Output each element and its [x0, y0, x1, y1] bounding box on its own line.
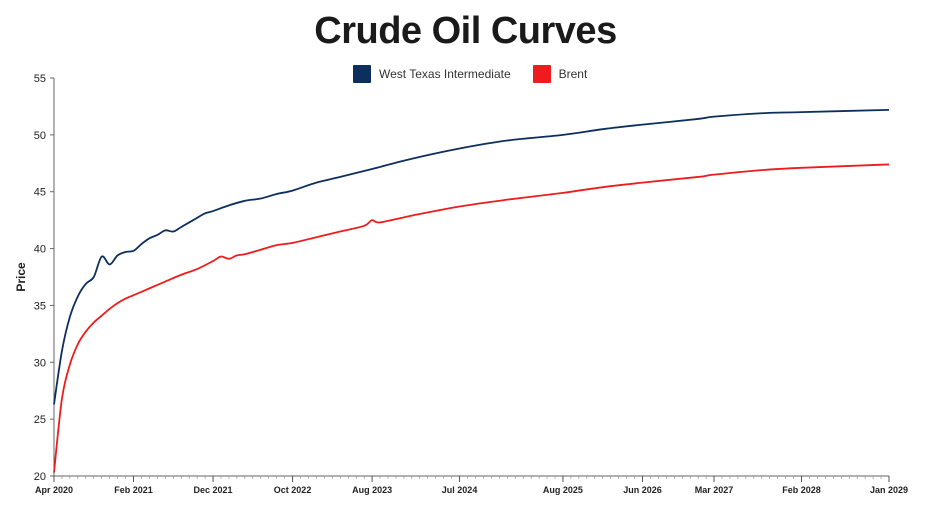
legend-swatch-brent	[532, 65, 551, 83]
x-tick-label: Jan 2029	[870, 485, 908, 495]
x-tick-label: Aug 2023	[352, 485, 392, 495]
x-tick-label: Jul 2024	[442, 485, 478, 495]
legend-label-wti: West Texas Intermediate	[379, 67, 511, 81]
y-axis-title: Price	[14, 262, 28, 292]
chart-title: Crude Oil Curves	[314, 10, 617, 52]
x-tick-label: Oct 2022	[274, 485, 312, 495]
legend-item-wti[interactable]: West Texas Intermediate	[353, 65, 511, 83]
series-line-wti	[53, 108, 890, 405]
x-tick-label: Mar 2027	[695, 485, 734, 495]
legend-item-brent[interactable]: Brent	[532, 65, 588, 83]
y-tick-label: 25	[34, 414, 46, 426]
x-tick-label: Feb 2021	[114, 485, 153, 495]
x-tick-label: Aug 2025	[543, 485, 583, 495]
x-tick-label: Feb 2028	[782, 485, 821, 495]
y-tick-label: 20	[34, 471, 46, 483]
y-tick-label: 35	[34, 300, 46, 312]
y-tick-label: 55	[34, 73, 46, 85]
series-line-brent	[53, 163, 890, 473]
y-tick-label: 45	[34, 187, 46, 199]
legend: West Texas Intermediate Brent	[353, 64, 609, 84]
y-tick-label: 40	[34, 244, 46, 256]
x-tick-label: Dec 2021	[194, 485, 233, 495]
x-tick-label: Jun 2026	[623, 485, 662, 495]
x-tick-label: Apr 2020	[35, 485, 73, 495]
y-tick-label: 30	[34, 357, 46, 369]
legend-swatch-wti	[353, 65, 371, 83]
y-tick-label: 50	[34, 130, 46, 142]
legend-label-brent: Brent	[558, 67, 588, 81]
